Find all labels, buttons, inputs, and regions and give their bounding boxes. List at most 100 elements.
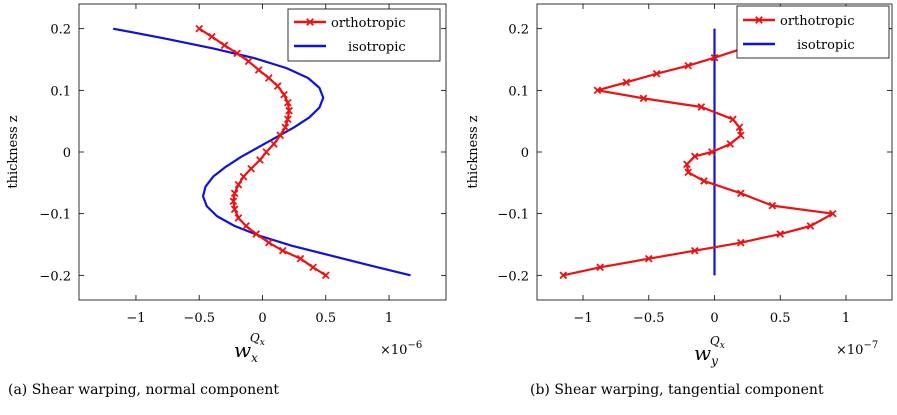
data-point-orthotropic <box>736 238 745 247</box>
data-point-orthotropic <box>735 123 744 132</box>
data-point-orthotropic <box>234 180 243 189</box>
data-point-orthotropic <box>652 69 661 78</box>
data-point-orthotropic <box>273 82 282 90</box>
y-tick-label: 0.1 <box>508 84 529 99</box>
data-point-orthotropic <box>690 246 699 255</box>
y-tick-label: 0.1 <box>50 84 71 99</box>
chart-figure: −1 −0.5 0 0.5 1 −0.2−0.100.10.2 thickness z … <box>6 3 893 368</box>
data-point-orthotropic <box>252 230 261 238</box>
x-axis-multiplier: ×10−7 <box>836 340 878 358</box>
series-layer <box>112 24 411 280</box>
x-tick-label: 0 <box>710 311 718 326</box>
axis-ticks <box>79 4 446 300</box>
x-tick-label: −0.5 <box>183 311 215 326</box>
data-point-orthotropic <box>596 263 604 272</box>
data-point-orthotropic <box>768 201 777 210</box>
axis-ticks <box>537 4 892 300</box>
x-axis-label: wyQx <box>694 334 725 368</box>
data-point-orthotropic <box>220 41 229 50</box>
x-axis-label: wxQx <box>234 331 265 365</box>
y-tick-labels: −0.2 −0.1 0 0.1 0.2 <box>39 23 71 285</box>
x-tick-label: 1 <box>842 311 850 326</box>
data-point-orthotropic <box>559 271 568 280</box>
legend: orthotropic isotropic <box>736 5 890 59</box>
data-point-orthotropic <box>234 214 243 222</box>
data-point-orthotropic <box>244 57 253 66</box>
data-point-orthotropic <box>283 98 292 107</box>
y-tick-label: −0.2 <box>497 269 529 284</box>
y-tick-label: −0.1 <box>39 208 71 223</box>
legend-label-orthotropic: orthotropic <box>331 16 406 31</box>
data-point-orthotropic <box>254 66 263 74</box>
y-tick-label: 0 <box>63 146 71 161</box>
data-point-orthotropic <box>247 164 255 173</box>
data-point-orthotropic <box>684 61 693 70</box>
x-tick-label: −0.5 <box>633 311 665 326</box>
data-point-orthotropic <box>697 103 706 111</box>
data-point-orthotropic <box>644 254 653 263</box>
series-line-orthotropic <box>563 40 834 277</box>
y-tick-label: 0.2 <box>50 23 71 38</box>
x-axis-multiplier: ×10−6 <box>380 340 422 358</box>
data-point-orthotropic <box>729 115 737 124</box>
data-point-orthotropic <box>229 197 238 206</box>
legend-box <box>287 8 441 62</box>
data-point-orthotropic <box>230 189 239 198</box>
caption-a: (a) Shear warping, normal component <box>8 382 280 398</box>
data-point-orthotropic <box>593 86 602 95</box>
data-point-orthotropic <box>283 115 292 124</box>
data-point-orthotropic <box>242 222 250 230</box>
data-point-orthotropic <box>683 160 691 169</box>
data-point-orthotropic <box>239 172 248 181</box>
data-point-orthotropic <box>256 156 264 164</box>
chart-panel-a: −1 −0.5 0 0.5 1 −0.2−0.100.10.2 thickness z … <box>6 3 447 365</box>
data-point-orthotropic <box>684 168 693 177</box>
legend-label-orthotropic: orthotropic <box>780 14 855 29</box>
legend-box <box>736 5 890 59</box>
data-point-orthotropic <box>230 205 239 214</box>
data-point-orthotropic <box>736 131 745 140</box>
data-point-orthotropic <box>710 53 719 62</box>
data-point-orthotropic <box>622 78 631 87</box>
data-point-orthotropic <box>281 123 290 132</box>
legend-marker-orthotropic <box>306 18 314 26</box>
data-point-orthotropic <box>285 106 293 115</box>
x-tick-label: 0.5 <box>770 311 791 326</box>
x-tick-label: 0 <box>258 311 266 326</box>
y-axis-label: thickness z <box>466 115 481 188</box>
y-tick-label: 0 <box>521 146 529 161</box>
series-line-orthotropic <box>198 27 327 277</box>
y-tick-label: −0.2 <box>39 269 71 284</box>
data-point-orthotropic <box>726 140 735 148</box>
data-point-orthotropic <box>270 140 278 148</box>
data-point-orthotropic <box>262 148 271 156</box>
data-point-orthotropic <box>280 90 288 99</box>
x-tick-label: −1 <box>573 311 592 326</box>
data-point-orthotropic <box>195 24 204 33</box>
data-point-orthotropic <box>278 246 287 255</box>
data-point-orthotropic <box>776 230 785 238</box>
x-tick-label: 0.5 <box>315 311 336 326</box>
data-point-orthotropic <box>690 152 699 161</box>
data-point-orthotropic <box>828 209 837 218</box>
data-point-orthotropic <box>639 94 648 103</box>
y-axis-label: thickness z <box>6 115 21 188</box>
data-point-orthotropic <box>264 74 273 82</box>
legend-label-isotropic: isotropic <box>348 40 406 55</box>
legend-label-isotropic: isotropic <box>797 38 855 53</box>
data-point-orthotropic <box>208 32 216 41</box>
y-tick-label: −0.1 <box>497 208 529 223</box>
legend-marker-x <box>755 16 763 24</box>
series-layer <box>559 28 837 280</box>
x-tick-label: 1 <box>385 311 393 326</box>
x-tick-labels: −1 −0.5 0 0.5 1 <box>126 311 393 326</box>
legend-marker-orthotropic <box>755 16 763 24</box>
data-point-orthotropic <box>700 177 708 185</box>
data-point-orthotropic <box>309 263 317 272</box>
data-point-orthotropic <box>321 271 330 280</box>
legend: orthotropic isotropic <box>287 8 441 62</box>
data-point-orthotropic <box>806 222 815 230</box>
x-tick-label: −1 <box>126 311 145 326</box>
data-point-orthotropic <box>708 148 716 156</box>
data-point-orthotropic <box>233 49 242 58</box>
